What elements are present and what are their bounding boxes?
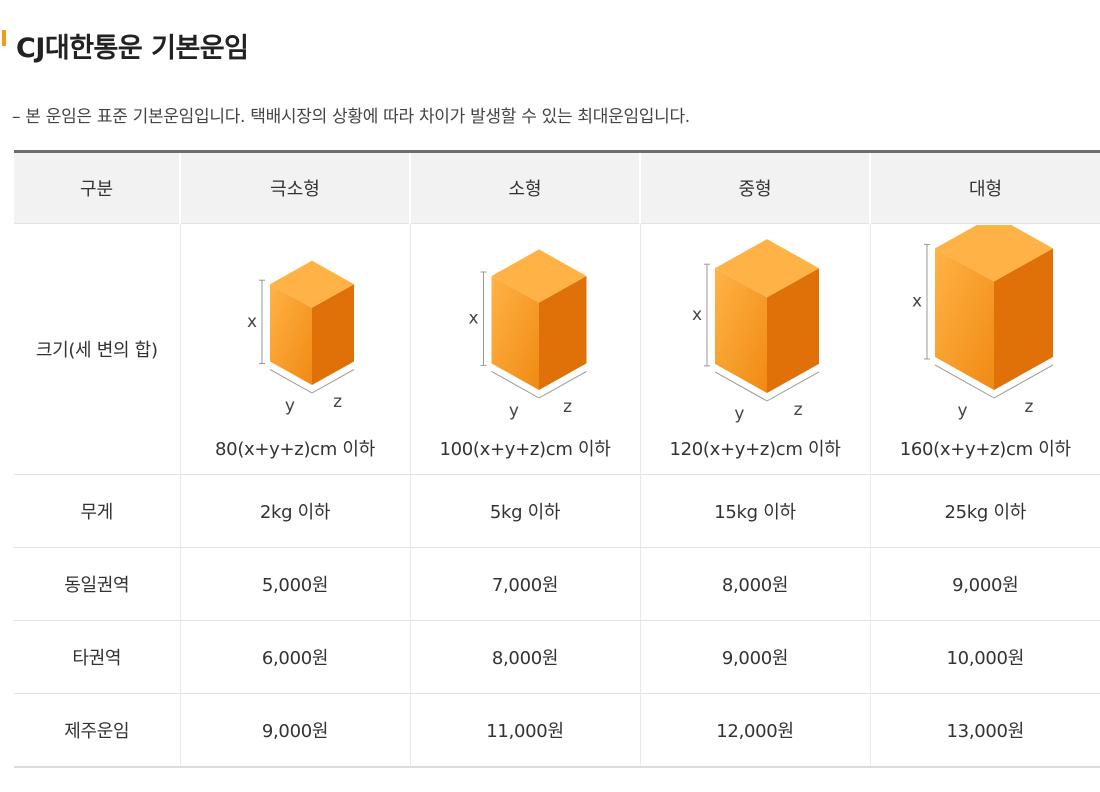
- size-value: 120(x+y+z)cm 이하: [669, 439, 841, 460]
- table-cell: 9,000원: [869, 547, 1100, 621]
- table-cell: 15kg 이하: [639, 474, 870, 548]
- box-cell: x y z 120(x+y+z)cm 이하: [642, 225, 869, 473]
- y-dimension-line: [269, 369, 312, 394]
- table-row-weight: 무게 2kg 이하 5kg 이하 15kg 이하 25kg 이하: [14, 474, 1100, 548]
- row-label: 크기(세 변의 합): [14, 223, 180, 475]
- z-axis-label: z: [563, 397, 572, 417]
- cube-box-icon: x y z: [912, 225, 1053, 421]
- title-bar: CJ대한통운 기본운임: [0, 22, 249, 68]
- y-dimension-line: [490, 370, 539, 399]
- z-axis-label: z: [333, 392, 342, 412]
- cube-box-icon: x y z: [468, 249, 587, 421]
- box-cell: x y z 160(x+y+z)cm 이하: [872, 225, 1100, 473]
- table-cell: 12,000원: [639, 693, 870, 767]
- y-axis-label: y: [508, 401, 518, 421]
- cube-right-face: [538, 276, 586, 390]
- table-cell: 11,000원: [409, 693, 640, 767]
- cube-right-face: [993, 248, 1053, 390]
- table-row-jeju: 제주운임 9,000원 11,000원 12,000원 13,000원: [14, 693, 1100, 767]
- cube-box-icon: x y z: [247, 260, 354, 416]
- table-cell: 9,000원: [639, 620, 870, 694]
- table-header-row: 구분 극소형 소형 중형 대형: [14, 151, 1100, 224]
- size-value: 100(x+y+z)cm 이하: [439, 439, 611, 460]
- table-cell: 2kg 이하: [179, 474, 410, 548]
- row-label: 무게: [14, 474, 180, 548]
- x-axis-label: x: [468, 309, 478, 329]
- size-value: 160(x+y+z)cm 이하: [899, 439, 1071, 460]
- cube-left-face: [491, 276, 539, 390]
- x-axis-label: x: [692, 305, 702, 325]
- table-cell: 9,000원: [179, 693, 410, 767]
- table-cell: 5,000원: [179, 547, 410, 621]
- y-axis-label: y: [957, 401, 967, 421]
- x-axis-label: x: [912, 292, 922, 312]
- header-small: 소형: [409, 151, 640, 224]
- table-row-same-region: 동일권역 5,000원 7,000원 8,000원 9,000원: [14, 547, 1100, 621]
- box-cell: x y z 100(x+y+z)cm 이하: [412, 225, 639, 473]
- cube-top-face: [269, 260, 354, 308]
- x-axis-label: x: [247, 312, 257, 332]
- cube-left-face: [934, 248, 994, 390]
- y-dimension-line: [934, 364, 994, 399]
- cube-right-face: [766, 268, 819, 393]
- table-cell: 8,000원: [409, 620, 640, 694]
- z-dimension-line: [311, 369, 354, 394]
- y-dimension-line: [714, 371, 767, 402]
- header-large: 대형: [869, 151, 1100, 224]
- cube-right-face: [311, 284, 354, 385]
- y-axis-label: y: [734, 404, 744, 424]
- table-cell: 8,000원: [639, 547, 870, 621]
- y-axis-label: y: [284, 396, 294, 416]
- z-dimension-line: [993, 364, 1053, 399]
- table-cell: 13,000원: [869, 693, 1100, 767]
- row-label: 타권역: [14, 620, 180, 694]
- header-medium: 중형: [639, 151, 870, 224]
- cube-top-face: [491, 249, 586, 303]
- cube-left-face: [269, 284, 312, 385]
- rate-notice: – 본 운임은 표준 기본운임입니다. 택배시장의 상황에 따라 차이가 발생할…: [12, 107, 690, 127]
- row-label: 제주운임: [14, 693, 180, 767]
- z-dimension-line: [538, 370, 587, 399]
- z-axis-label: z: [793, 400, 802, 420]
- table-cell: 7,000원: [409, 547, 640, 621]
- z-dimension-line: [766, 371, 819, 402]
- table-row-other-region: 타권역 6,000원 8,000원 9,000원 10,000원: [14, 620, 1100, 694]
- title-accent-mark: [2, 30, 6, 46]
- header-category: 구분: [14, 151, 180, 224]
- box-cell: x y z 80(x+y+z)cm 이하: [182, 225, 409, 473]
- z-axis-label: z: [1024, 397, 1033, 417]
- table-cell: 6,000원: [179, 620, 410, 694]
- cube-box-icon: x y z: [692, 239, 819, 424]
- header-extra-small: 극소형: [179, 151, 410, 224]
- table-cell: 25kg 이하: [869, 474, 1100, 548]
- cube-left-face: [714, 268, 767, 393]
- rate-table: 구분 극소형 소형 중형 대형 크기(세 변의 합) x y z 80(x+y+z)c…: [14, 150, 1100, 768]
- page-title: CJ대한통운 기본운임: [16, 32, 249, 64]
- row-label: 동일권역: [14, 547, 180, 621]
- size-row: 크기(세 변의 합) x y z 80(x+y+z)cm 이하 x y z 100(x+y+…: [14, 223, 1100, 475]
- cube-top-face: [934, 225, 1053, 282]
- table-cell: 5kg 이하: [409, 474, 640, 548]
- size-value: 80(x+y+z)cm 이하: [215, 439, 375, 460]
- table-cell: 10,000원: [869, 620, 1100, 694]
